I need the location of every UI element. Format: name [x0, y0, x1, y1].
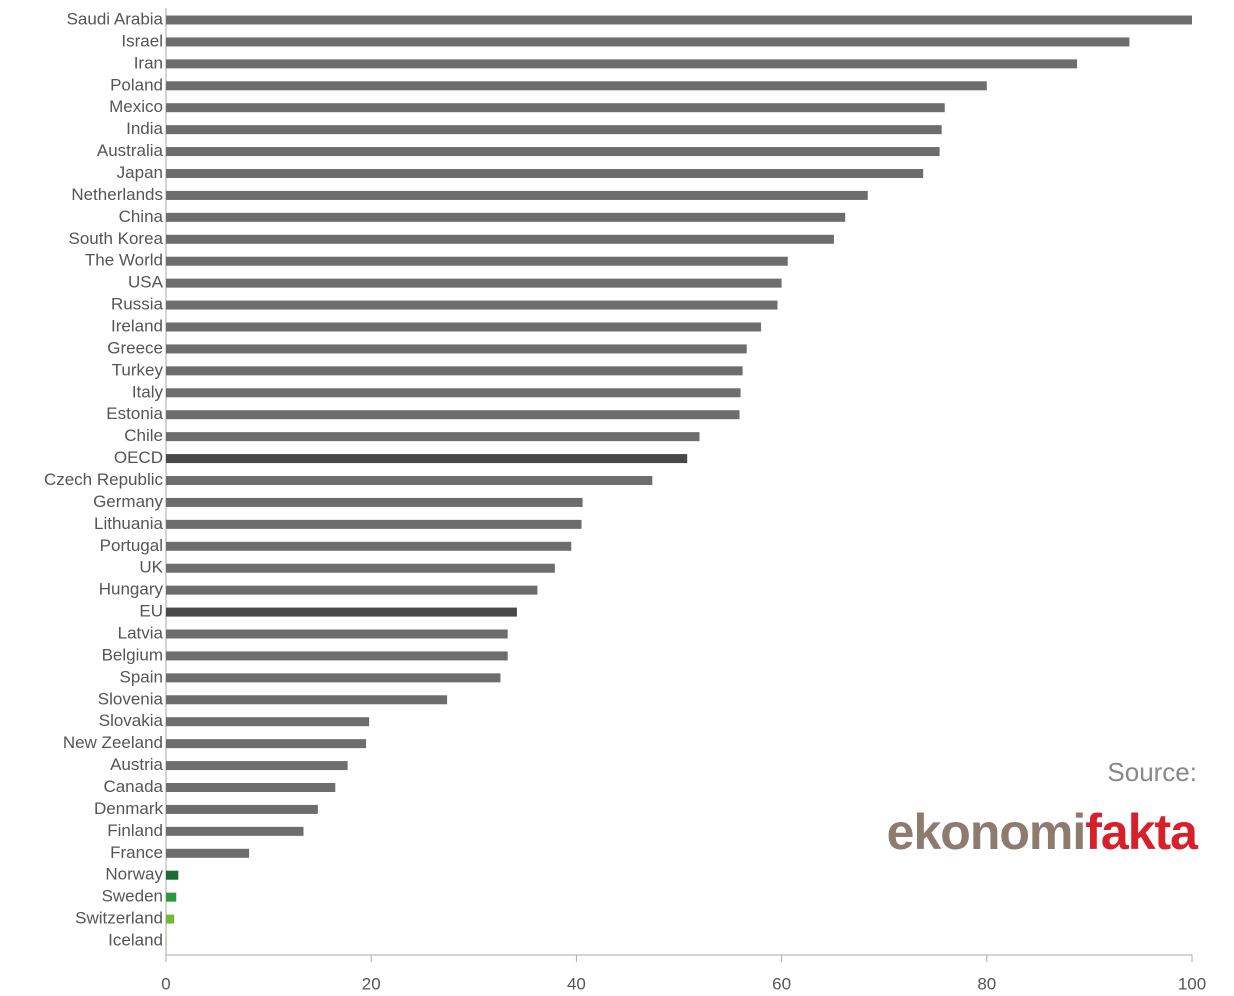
- y-tick-label: Italy: [132, 382, 164, 401]
- bar: [166, 278, 782, 288]
- bar: [166, 37, 1130, 47]
- bar: [166, 169, 924, 178]
- bar: [166, 585, 538, 595]
- source-label: Source:: [1107, 757, 1197, 787]
- y-tick-label: South Korea: [68, 229, 163, 248]
- logo: ekonomifakta: [887, 804, 1200, 860]
- y-tick-label: Norway: [105, 865, 163, 884]
- bar: [166, 804, 318, 814]
- bar: [166, 147, 940, 157]
- y-tick-label: India: [126, 119, 163, 138]
- bar: [166, 476, 653, 485]
- bar: [166, 432, 700, 442]
- bar: [166, 366, 743, 376]
- y-tick-label: The World: [85, 251, 163, 270]
- y-tick-label: EU: [139, 602, 163, 621]
- logo-part: fakta: [1085, 804, 1199, 860]
- bar: [166, 234, 834, 244]
- x-tick-label: 60: [772, 974, 791, 993]
- y-tick-label: Belgium: [102, 645, 163, 664]
- bar: [166, 541, 572, 551]
- y-tick-label: Slovakia: [99, 711, 164, 730]
- y-tick-label: Turkey: [112, 360, 164, 379]
- y-tick-label: Latvia: [118, 623, 164, 642]
- y-tick-label: Switzerland: [75, 909, 163, 928]
- y-tick-label: Czech Republic: [44, 470, 164, 489]
- bar: [166, 629, 508, 639]
- y-tick-label: Iceland: [108, 930, 163, 949]
- bar: [166, 761, 348, 771]
- y-tick-label: UK: [139, 558, 163, 577]
- y-tick-label: Lithuania: [94, 514, 164, 533]
- bar: [166, 344, 747, 354]
- bar: [166, 125, 942, 135]
- x-tick-label: 20: [362, 974, 381, 993]
- bar: [166, 717, 370, 727]
- bar: [166, 497, 583, 507]
- y-tick-label: Germany: [93, 492, 163, 511]
- bar: [166, 410, 740, 420]
- y-tick-label: Slovenia: [98, 689, 164, 708]
- bar: [166, 826, 304, 836]
- y-tick-label: USA: [128, 273, 164, 292]
- bar: [166, 848, 250, 858]
- y-tick-label: Australia: [97, 141, 164, 160]
- y-tick-label: Denmark: [94, 799, 163, 818]
- x-tick-label: 80: [977, 974, 996, 993]
- y-tick-label: Canada: [103, 777, 163, 796]
- bar: [166, 59, 1078, 69]
- y-tick-label: Portugal: [100, 536, 163, 555]
- bar: [166, 651, 508, 661]
- y-tick-label: Russia: [111, 295, 164, 314]
- y-tick-label: Netherlands: [71, 185, 163, 204]
- bar: [166, 322, 762, 332]
- y-tick-label: OECD: [114, 448, 163, 467]
- logo-part: ekonomi: [887, 804, 1086, 860]
- bar: [166, 15, 1192, 25]
- bar: [166, 81, 987, 91]
- y-tick-label: Saudi Arabia: [67, 9, 164, 28]
- y-tick-label: Ireland: [111, 316, 163, 335]
- bar: [166, 103, 945, 113]
- y-tick-label: Japan: [117, 163, 163, 182]
- bar: [166, 388, 741, 398]
- bar: [166, 936, 168, 946]
- bar: [166, 892, 177, 902]
- bar: [166, 454, 688, 464]
- bar: [166, 300, 778, 310]
- x-tick-label: 0: [161, 974, 170, 993]
- bar: [166, 673, 501, 683]
- y-tick-label: France: [110, 843, 163, 862]
- bar: [166, 563, 555, 573]
- bar: [166, 607, 517, 617]
- y-tick-label: Sweden: [102, 887, 163, 906]
- bar: [166, 783, 336, 792]
- x-tick-label: 100: [1178, 974, 1206, 993]
- x-tick-label: 40: [567, 974, 586, 993]
- y-tick-label: Israel: [121, 31, 163, 50]
- y-tick-label: Chile: [124, 426, 163, 445]
- bar: [166, 870, 179, 880]
- bar: [166, 190, 868, 200]
- y-tick-label: Spain: [120, 667, 163, 686]
- bar: [166, 914, 175, 924]
- bar: [166, 519, 582, 529]
- y-tick-label: Estonia: [106, 404, 163, 423]
- y-tick-label: Poland: [110, 75, 163, 94]
- y-tick-label: China: [119, 207, 164, 226]
- bar: [166, 695, 448, 705]
- bar: [166, 739, 367, 749]
- bar: [166, 212, 846, 222]
- y-tick-label: Greece: [107, 338, 163, 357]
- y-tick-label: Finland: [107, 821, 163, 840]
- bar: [166, 256, 788, 266]
- y-tick-label: Mexico: [109, 97, 163, 116]
- y-tick-label: Iran: [134, 53, 163, 72]
- y-tick-label: New Zeeland: [63, 733, 163, 752]
- y-tick-label: Hungary: [99, 580, 164, 599]
- y-tick-label: Austria: [110, 755, 163, 774]
